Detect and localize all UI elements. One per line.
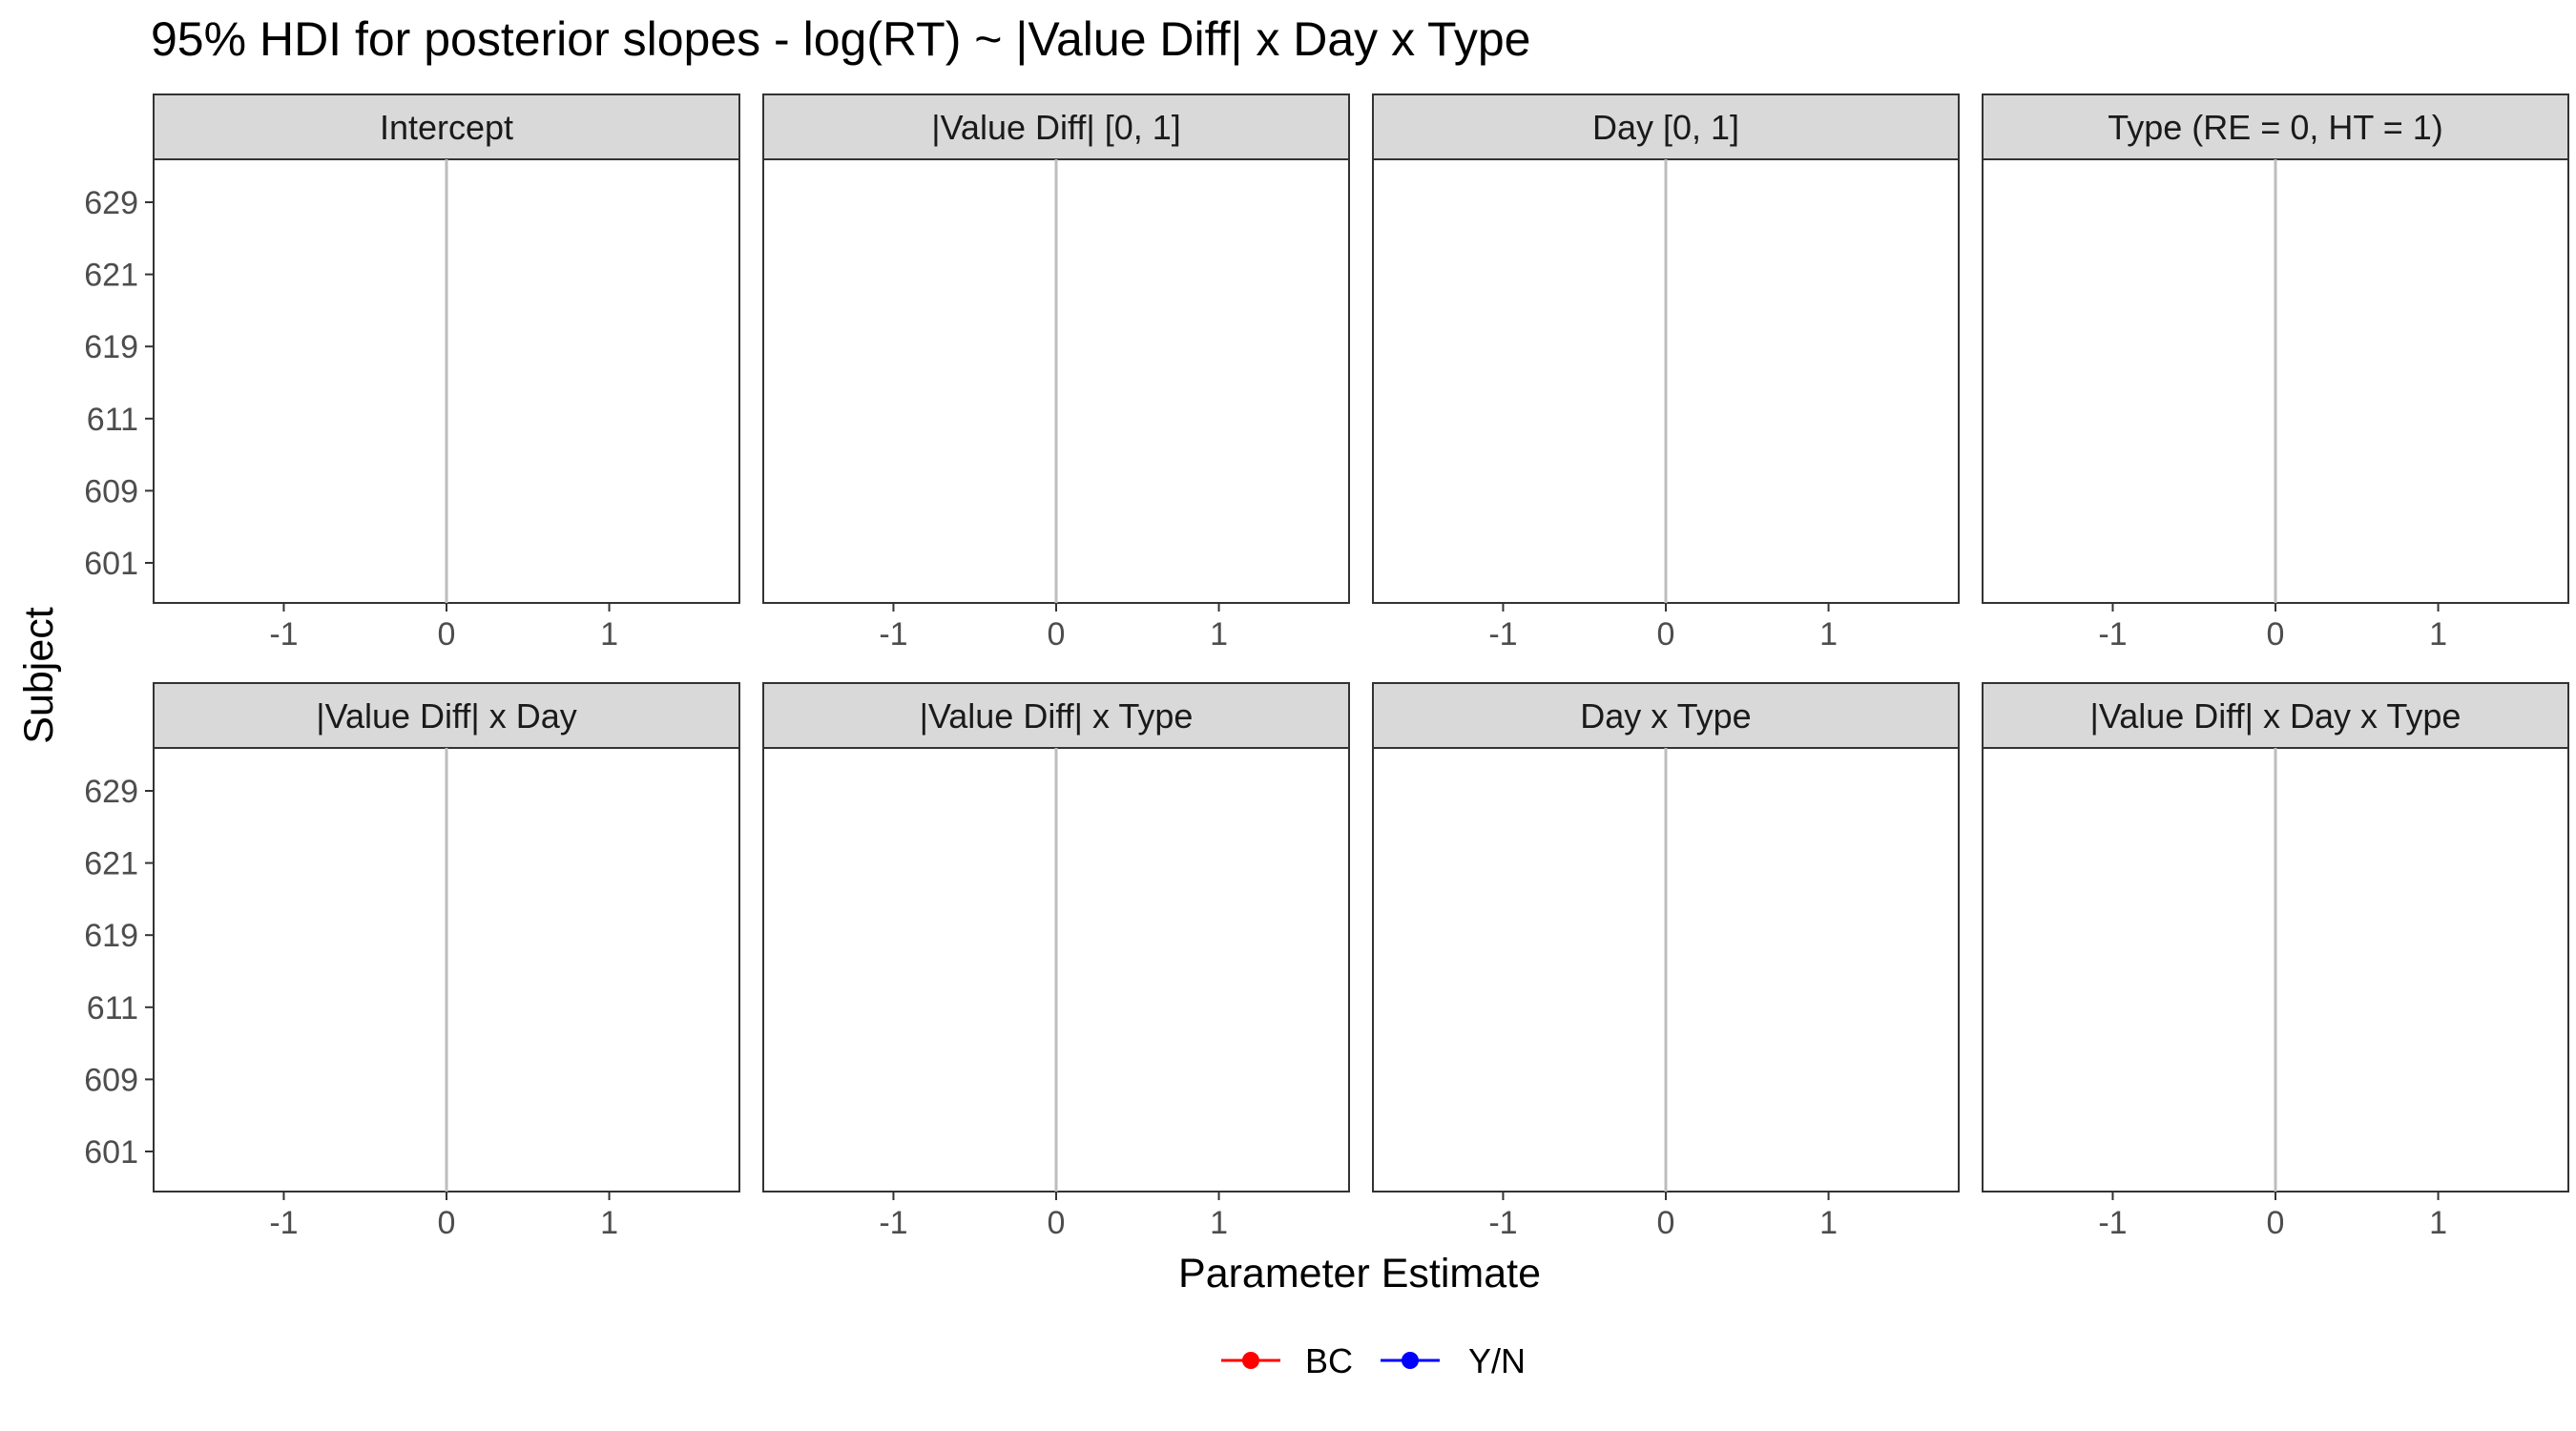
x-tick-label: 0	[438, 616, 456, 653]
x-tick-label: 0	[1048, 1205, 1066, 1241]
facet-strip	[1982, 682, 2569, 749]
legend-label: BC	[1305, 1341, 1353, 1380]
x-tick-label: 1	[1819, 1205, 1838, 1241]
x-tick-label: -1	[879, 616, 907, 653]
x-tick-label: 1	[1210, 616, 1228, 653]
x-tick-label: -1	[2098, 1205, 2127, 1241]
facet-strip-label: Intercept	[380, 108, 513, 147]
facet-strip	[1372, 93, 1960, 160]
facet-panel: Day [0, 1] -1 0 1	[1372, 93, 1960, 653]
facet-panel: |Value Diff| x Day x Type -1 0 1	[1982, 682, 2569, 1241]
x-tick-label: 0	[1657, 616, 1675, 653]
facet-panel: |Value Diff| [0, 1] -1 0 1	[762, 93, 1350, 653]
facet-strip	[153, 93, 740, 160]
y-tick-label: 609	[84, 473, 138, 509]
y-tick-label: 609	[84, 1062, 138, 1098]
chart-title: 95% HDI for posterior slopes - log(RT) ~…	[151, 12, 1530, 66]
legend: BC Y/N	[1221, 1341, 1526, 1380]
y-tick-label: 629	[84, 774, 138, 810]
facet-strip-label: |Value Diff| x Day x Type	[2090, 696, 2462, 736]
facet-strip-label: Day [0, 1]	[1592, 108, 1739, 147]
y-tick-label: 621	[84, 258, 138, 294]
x-tick-label: -1	[2098, 616, 2127, 653]
x-tick-label: -1	[879, 1205, 907, 1241]
y-tick-label: 601	[84, 546, 138, 582]
facet-strip	[1982, 93, 2569, 160]
legend-key-point	[1242, 1352, 1259, 1369]
x-tick-label: 1	[2429, 1205, 2447, 1241]
facet-strip-label: |Value Diff| x Type	[920, 696, 1194, 736]
facet-strip	[153, 682, 740, 749]
y-tick-label: 619	[84, 329, 138, 365]
x-tick-label: 0	[1048, 616, 1066, 653]
facet-panel: Type (RE = 0, HT = 1) -1 0 1	[1982, 93, 2569, 653]
facet-panel: |Value Diff| x Day -1 0 1 601 609 611 619 621 629	[84, 682, 740, 1241]
y-tick-label: 621	[84, 846, 138, 882]
x-tick-label: 1	[600, 1205, 618, 1241]
x-tick-label: -1	[1488, 1205, 1517, 1241]
x-tick-label: -1	[1488, 616, 1517, 653]
x-tick-label: 1	[1819, 616, 1838, 653]
facet-strip-label: |Value Diff| [0, 1]	[931, 108, 1181, 147]
facet-strip	[1372, 682, 1960, 749]
x-tick-label: 1	[2429, 616, 2447, 653]
facet-strip	[762, 682, 1350, 749]
legend-label: Y/N	[1468, 1341, 1526, 1380]
x-tick-label: 0	[438, 1205, 456, 1241]
facet-panel: |Value Diff| x Type -1 0 1	[762, 682, 1350, 1241]
legend-key-point	[1402, 1352, 1419, 1369]
facet-strip-label: Type (RE = 0, HT = 1)	[2108, 108, 2442, 147]
facet-strip-label: |Value Diff| x Day	[316, 696, 576, 736]
x-tick-label: 1	[600, 616, 618, 653]
x-tick-label: -1	[269, 1205, 298, 1241]
facet-strip-label: Day x Type	[1580, 696, 1751, 736]
y-tick-label: 611	[87, 402, 138, 438]
facet-panel: Day x Type -1 0 1	[1372, 682, 1960, 1241]
x-tick-label: 0	[2267, 616, 2285, 653]
y-axis-label: Subject	[16, 607, 62, 743]
y-tick-label: 629	[84, 185, 138, 221]
facet-panel: Intercept -1 0 1 601 609 611 619 621 629	[84, 93, 740, 653]
x-tick-label: 0	[1657, 1205, 1675, 1241]
x-axis-label: Parameter Estimate	[1178, 1251, 1541, 1296]
y-tick-label: 601	[84, 1134, 138, 1171]
y-tick-label: 619	[84, 918, 138, 954]
y-tick-label: 611	[87, 990, 138, 1027]
x-tick-label: -1	[269, 616, 298, 653]
x-tick-label: 1	[1210, 1205, 1228, 1241]
x-tick-label: 0	[2267, 1205, 2285, 1241]
